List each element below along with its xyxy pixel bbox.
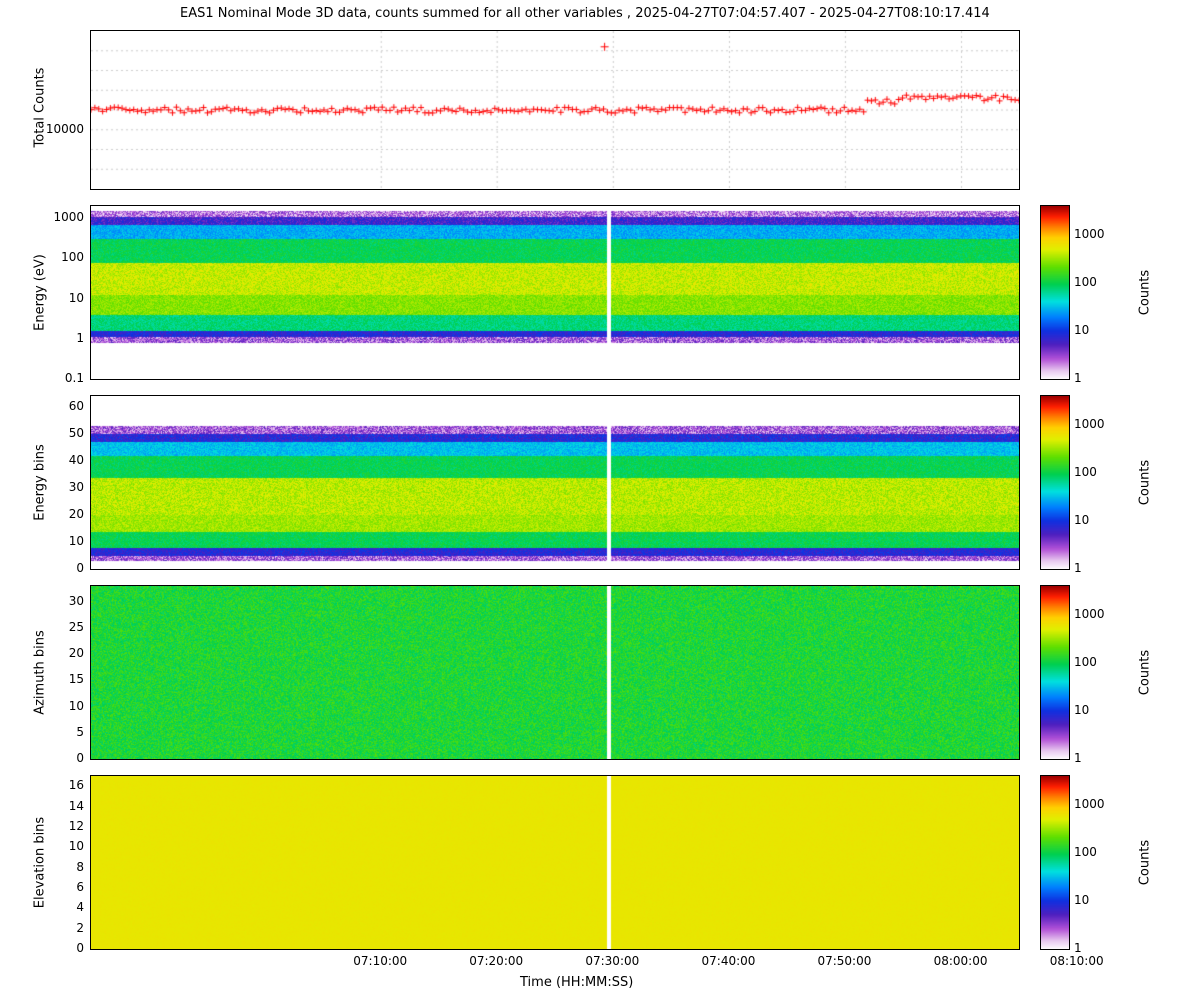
tick-label: 08:10:00	[1050, 954, 1104, 968]
canvas-azimuth-bins	[91, 586, 1019, 759]
tick-label: 07:10:00	[353, 954, 407, 968]
tick-label: 07:50:00	[817, 954, 871, 968]
tick-label: 1000	[1074, 607, 1105, 621]
tick-label: 20	[34, 507, 84, 521]
tick-label: 08:00:00	[934, 954, 988, 968]
figure-title: EAS1 Nominal Mode 3D data, counts summed…	[180, 6, 990, 21]
tick-label: 60	[34, 399, 84, 413]
panel-azimuth-bins	[90, 585, 1020, 760]
tick-label: 100	[1074, 275, 1097, 289]
tick-label: 50	[34, 426, 84, 440]
tick-label: 100	[1074, 465, 1097, 479]
tick-label: 20	[34, 646, 84, 660]
tick-label: 10000	[34, 122, 84, 136]
tick-label: 100	[34, 250, 84, 264]
tick-label: 1	[1074, 371, 1082, 385]
tick-label: 1	[34, 331, 84, 345]
figure: EAS1 Nominal Mode 3D data, counts summed…	[0, 0, 1200, 1000]
canvas-energy-bins	[91, 396, 1019, 569]
tick-label: 1000	[1074, 797, 1105, 811]
tick-label: 1	[1074, 561, 1082, 575]
tick-label: 10	[1074, 323, 1089, 337]
tick-label: 07:40:00	[702, 954, 756, 968]
tick-label: 1000	[1074, 227, 1105, 241]
tick-label: 5	[34, 725, 84, 739]
tick-label: 0	[34, 941, 84, 955]
colorbar-energy-bins	[1040, 395, 1070, 570]
tick-label: 30	[34, 594, 84, 608]
tick-label: 1000	[34, 210, 84, 224]
tick-label: 100	[1074, 655, 1097, 669]
tick-label: 07:30:00	[585, 954, 639, 968]
colorbar-energy-ev	[1040, 205, 1070, 380]
tick-label: 1	[1074, 941, 1082, 955]
tick-label: 8	[34, 860, 84, 874]
tick-label: 0	[34, 561, 84, 575]
tick-label: 0.1	[34, 371, 84, 385]
tick-label: 2	[34, 921, 84, 935]
tick-label: 0	[34, 751, 84, 765]
canvas-total-counts	[91, 31, 1019, 189]
cbar-label-5: Counts	[1138, 833, 1153, 893]
canvas-energy-ev	[91, 206, 1019, 379]
panel-energy-ev	[90, 205, 1020, 380]
panel-total-counts	[90, 30, 1020, 190]
tick-label: 10	[34, 839, 84, 853]
tick-label: 10	[34, 699, 84, 713]
tick-label: 10	[34, 534, 84, 548]
cbar-label-4: Counts	[1138, 643, 1153, 703]
tick-label: 10	[1074, 513, 1089, 527]
tick-label: 6	[34, 880, 84, 894]
canvas-elevation-bins	[91, 776, 1019, 949]
tick-label: 07:20:00	[469, 954, 523, 968]
xaxis-label: Time (HH:MM:SS)	[520, 975, 633, 990]
tick-label: 10	[34, 291, 84, 305]
colorbar-azimuth-bins	[1040, 585, 1070, 760]
tick-label: 14	[34, 799, 84, 813]
tick-label: 1000	[1074, 417, 1105, 431]
tick-label: 100	[1074, 845, 1097, 859]
cbar-label-2: Counts	[1138, 263, 1153, 323]
tick-label: 40	[34, 453, 84, 467]
tick-label: 12	[34, 819, 84, 833]
tick-label: 1	[1074, 751, 1082, 765]
tick-label: 10	[1074, 703, 1089, 717]
tick-label: 15	[34, 672, 84, 686]
ylabel-total-counts: Total Counts	[33, 58, 48, 158]
tick-label: 25	[34, 620, 84, 634]
cbar-label-3: Counts	[1138, 453, 1153, 513]
tick-label: 16	[34, 778, 84, 792]
tick-label: 10	[1074, 893, 1089, 907]
tick-label: 30	[34, 480, 84, 494]
panel-elevation-bins	[90, 775, 1020, 950]
panel-energy-bins	[90, 395, 1020, 570]
colorbar-elevation-bins	[1040, 775, 1070, 950]
tick-label: 4	[34, 900, 84, 914]
